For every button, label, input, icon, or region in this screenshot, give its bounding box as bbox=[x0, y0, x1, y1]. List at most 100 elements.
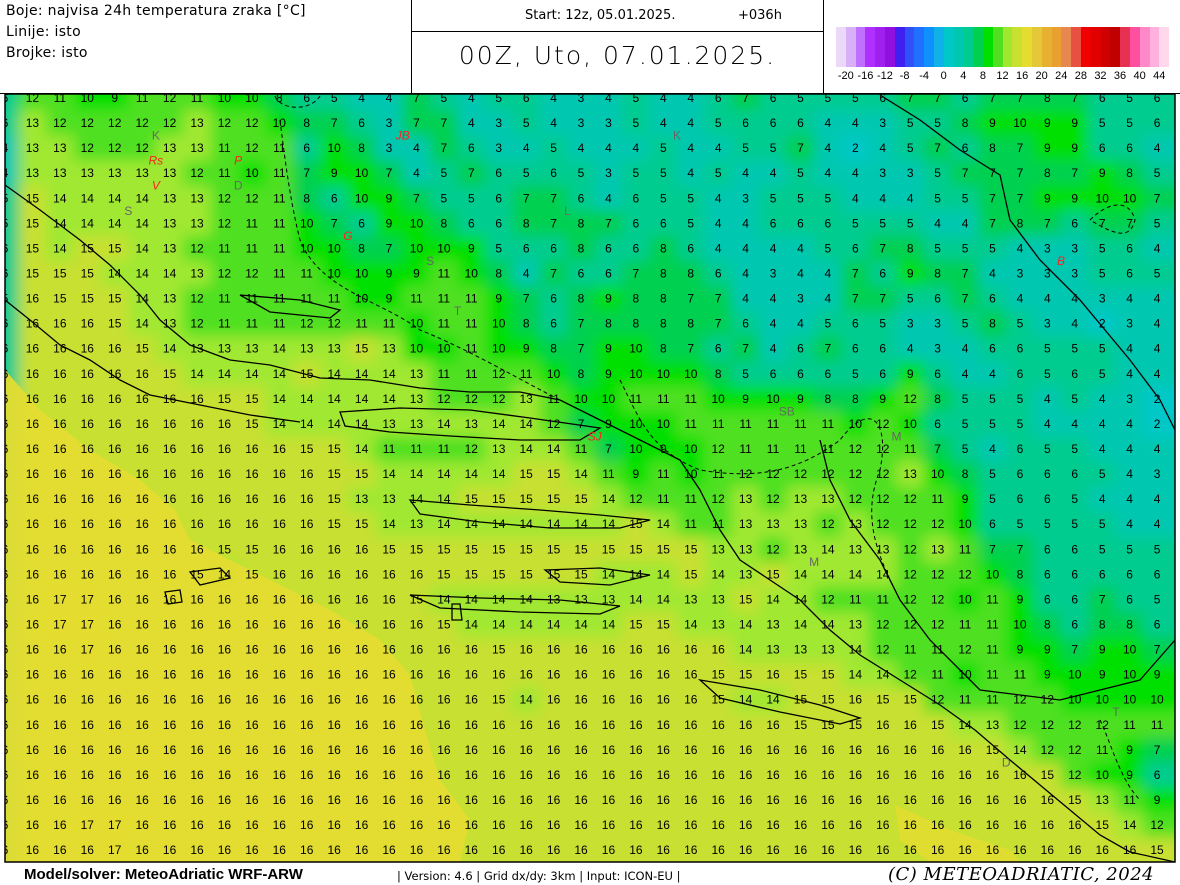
grid-value: 13 bbox=[190, 216, 204, 230]
color-cell bbox=[731, 110, 761, 137]
color-cell bbox=[567, 762, 596, 789]
grid-value: 15 bbox=[1068, 793, 1082, 807]
grid-value: 16 bbox=[81, 492, 95, 506]
warm-zone bbox=[5, 370, 470, 862]
color-cell bbox=[731, 511, 761, 538]
color-cell bbox=[1033, 260, 1063, 288]
grid-value: 4 bbox=[1126, 492, 1133, 506]
color-cell bbox=[677, 411, 706, 438]
color-cell bbox=[155, 436, 185, 463]
grid-value: 16 bbox=[958, 843, 972, 857]
grid-value: 4 bbox=[413, 166, 420, 180]
grid-value: 8 bbox=[523, 216, 530, 230]
color-cell bbox=[1061, 386, 1090, 413]
grid-value: 8 bbox=[1044, 91, 1051, 105]
color-cell bbox=[649, 486, 679, 513]
grid-value: 5 bbox=[907, 292, 914, 306]
grid-value: 12 bbox=[931, 517, 945, 531]
color-cell bbox=[869, 837, 898, 862]
color-cell bbox=[210, 185, 240, 212]
grid-value: 14 bbox=[602, 567, 616, 581]
color-cell bbox=[402, 361, 432, 388]
color-cell bbox=[512, 135, 541, 162]
grid-value: 10 bbox=[958, 668, 972, 682]
grid-value: 16 bbox=[273, 592, 287, 606]
grid-value: 6 bbox=[1071, 216, 1078, 230]
grid-value: 10 bbox=[684, 467, 698, 481]
color-cell bbox=[1088, 260, 1117, 288]
color-cell bbox=[649, 160, 679, 187]
grid-value: 16 bbox=[904, 743, 918, 757]
grid-value: 16 bbox=[492, 768, 506, 782]
color-cell bbox=[923, 361, 953, 388]
color-cell bbox=[677, 687, 706, 714]
grid-value: 16 bbox=[218, 818, 232, 832]
color-cell bbox=[677, 586, 706, 613]
color-cell bbox=[1061, 311, 1090, 338]
grid-value: 14 bbox=[81, 216, 95, 230]
color-cell bbox=[622, 737, 651, 764]
grid-value: 16 bbox=[273, 793, 287, 807]
grid-value: 2 bbox=[852, 141, 859, 155]
colorbar-swatch bbox=[875, 27, 885, 67]
grid-value: 12 bbox=[163, 116, 177, 130]
grid-value: 3 bbox=[605, 166, 612, 180]
grid-value: 12 bbox=[931, 592, 945, 606]
grid-value: 12 bbox=[81, 141, 95, 155]
grid-value: 12 bbox=[1041, 743, 1055, 757]
color-cell bbox=[951, 536, 980, 563]
grid-value: 14 bbox=[465, 617, 479, 631]
colorbar-tick-label: 40 bbox=[1133, 70, 1146, 82]
grid-value: 10 bbox=[1150, 693, 1164, 707]
grid-value: 9 bbox=[1044, 668, 1051, 682]
grid-value: 9 bbox=[386, 292, 393, 306]
grid-value: 4 bbox=[825, 292, 832, 306]
color-cell bbox=[5, 160, 20, 187]
color-cell bbox=[896, 712, 925, 739]
grid-value: 14 bbox=[465, 592, 479, 606]
color-cell bbox=[978, 511, 1008, 538]
color-cell bbox=[375, 260, 404, 288]
color-cell bbox=[46, 386, 75, 413]
color-cell bbox=[512, 812, 541, 839]
color-cell bbox=[814, 611, 843, 639]
color-cell bbox=[512, 94, 541, 112]
color-cell bbox=[622, 311, 651, 338]
grid-value: 16 bbox=[135, 467, 149, 481]
color-cell bbox=[1061, 762, 1090, 789]
grid-value: 13 bbox=[355, 492, 369, 506]
color-cell bbox=[347, 461, 377, 488]
grid-value: 12 bbox=[492, 367, 506, 381]
color-cell bbox=[512, 436, 541, 463]
colorbar-swatch bbox=[1041, 27, 1052, 67]
color-cell bbox=[1061, 361, 1090, 388]
grid-value: 5 bbox=[934, 166, 941, 180]
colorbar-tick-label: -4 bbox=[919, 70, 930, 82]
color-cell bbox=[402, 260, 432, 288]
grid-value: 16 bbox=[657, 743, 671, 757]
grid-value: 16 bbox=[849, 693, 863, 707]
color-cell bbox=[402, 94, 432, 112]
color-cell bbox=[1033, 737, 1063, 764]
grid-value: 16 bbox=[519, 768, 533, 782]
grid-value: 16 bbox=[1041, 793, 1055, 807]
color-cell bbox=[1143, 737, 1175, 764]
grid-value: 15 bbox=[547, 567, 561, 581]
color-cell bbox=[238, 185, 267, 212]
grid-value: 9 bbox=[1071, 191, 1078, 205]
grid-value: 5 bbox=[879, 317, 886, 331]
grid-value: 6 bbox=[934, 417, 941, 431]
grid-value: 12 bbox=[904, 392, 918, 406]
grid-value: 8 bbox=[495, 266, 502, 280]
grid-value: 12 bbox=[327, 317, 341, 331]
grid-value: 16 bbox=[300, 718, 314, 732]
color-cell bbox=[210, 260, 240, 288]
color-cell bbox=[786, 436, 816, 463]
grid-value: 16 bbox=[273, 818, 287, 832]
color-cell bbox=[814, 361, 843, 388]
colorbar-swatch bbox=[904, 27, 915, 67]
color-cell bbox=[622, 787, 651, 814]
grid-value: 6 bbox=[2, 241, 9, 255]
colorbar-tick-label: -8 bbox=[899, 70, 910, 82]
color-cell bbox=[786, 812, 816, 839]
